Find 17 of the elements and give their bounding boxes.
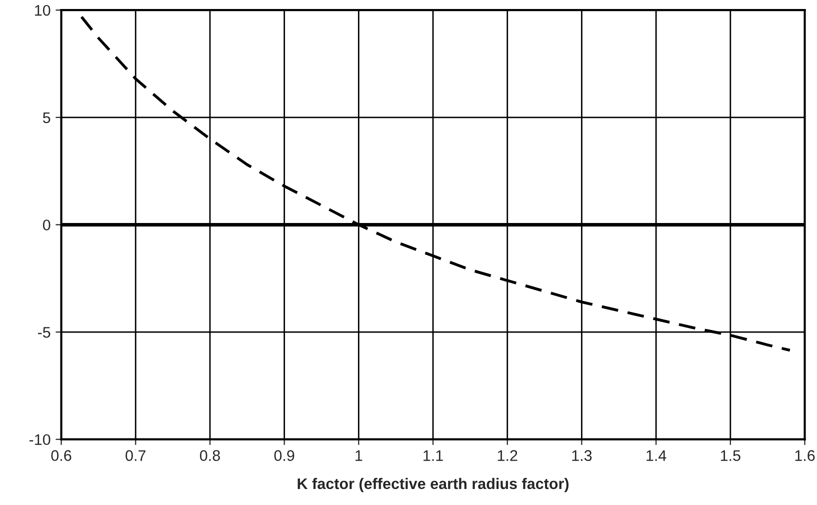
x-tick-label: 0.7 bbox=[126, 450, 146, 461]
x-tick-label: 0.6 bbox=[51, 450, 72, 461]
y-tick-label: 5 bbox=[42, 112, 50, 124]
y-tick-label: -5 bbox=[38, 327, 50, 338]
y-tick-label: 0 bbox=[42, 220, 50, 230]
x-tick-label: 1.3 bbox=[572, 450, 592, 461]
y-tick-label: -10 bbox=[29, 434, 50, 446]
x-tick-label: 1.4 bbox=[646, 450, 666, 461]
x-tick-label: 1.5 bbox=[720, 450, 740, 461]
x-tick-label: 0.8 bbox=[200, 450, 220, 461]
x-tick-label: 1.1 bbox=[424, 450, 443, 461]
y-tick-label: 10 bbox=[35, 4, 50, 16]
x-tick-label: 1.2 bbox=[498, 450, 518, 461]
x-axis-title: K factor (effective earth radius factor) bbox=[298, 478, 569, 492]
x-tick-label: 1 bbox=[356, 450, 362, 461]
x-tick-label: 0.9 bbox=[274, 450, 294, 461]
x-tick-label: 1.6 bbox=[795, 450, 815, 461]
